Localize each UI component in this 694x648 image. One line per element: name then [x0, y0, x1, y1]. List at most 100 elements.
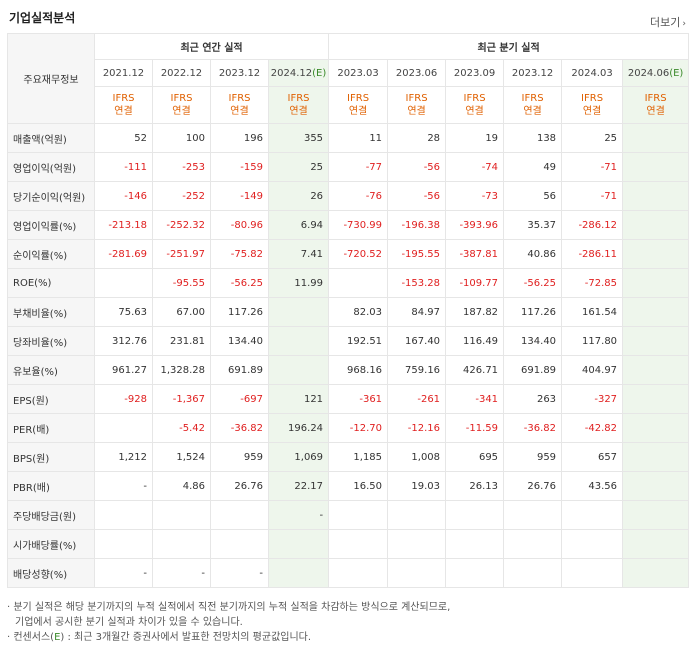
table-cell: -95.55 [152, 268, 211, 298]
table-cell: - [94, 471, 153, 501]
table-cell: 196 [210, 123, 269, 153]
table-cell: 25 [561, 123, 624, 153]
table-cell [94, 500, 153, 530]
period-label: 2021.12 [102, 67, 145, 79]
quarter-group-header: 최근 분기 실적 [328, 33, 690, 60]
consolidated-label: 연결 [348, 106, 368, 117]
table-cell: -11.59 [445, 413, 505, 443]
table-cell: -12.70 [328, 413, 389, 443]
row-label: PER(배) [7, 413, 95, 443]
table-cell: 355 [267, 123, 330, 153]
footnote-1: · 분기 실적은 해당 분기까지의 누적 실적에서 직전 분기까지의 누적 실적… [7, 602, 451, 613]
table-cell: 35.37 [503, 210, 563, 240]
estimate-marker: (E) [312, 67, 327, 79]
ifrs-basis-label: IFRS 연결 [503, 86, 563, 124]
table-cell: -73 [445, 181, 505, 211]
table-row: 영업이익률(%) -213.18 -252.32 -80.96 6.94 -730.99-… [7, 210, 690, 240]
table-cell: 52 [94, 123, 153, 153]
table-cell: -720.52 [328, 239, 389, 269]
table-cell [622, 529, 690, 559]
table-cell: 6.94 [267, 210, 330, 240]
row-label: 부채비율(%) [7, 297, 95, 327]
consolidated-label: 연결 [289, 106, 308, 117]
table-cell: -71 [561, 181, 624, 211]
table-cell: 26.76 [210, 471, 269, 501]
consolidated-label: 연결 [407, 106, 426, 117]
ifrs-basis-label: IFRS 연결 [387, 86, 447, 124]
table-row: 유보율(%) 961.27 1,328.28 691.89 968.16 759.16 42… [7, 355, 690, 385]
table-cell: -1,367 [152, 384, 211, 414]
table-cell [622, 123, 690, 153]
table-cell: 82.03 [328, 297, 389, 327]
table-cell: 84.97 [387, 297, 447, 327]
ifrs-basis-label: IFRS 연결 [328, 86, 389, 124]
table-cell: -77 [328, 152, 389, 182]
period-header: 2023.12 [210, 59, 269, 87]
table-cell [503, 558, 563, 588]
table-cell [267, 355, 330, 385]
ifrs-label: IFRS [112, 93, 135, 104]
table-cell: 19 [445, 123, 505, 153]
table-cell: 26.76 [503, 471, 563, 501]
table-cell [328, 500, 389, 530]
row-label: 당기순이익(억원) [7, 181, 95, 211]
table-cell: 49 [503, 152, 563, 182]
table-row: 순이익률(%) -281.69 -251.97 -75.82 7.41 -720.52 -1… [7, 239, 690, 269]
table-row: 당좌비율(%) 312.76 231.81 134.40 192.51 167.40 116… [7, 326, 690, 356]
chevron-right-icon: › [682, 19, 686, 29]
table-cell [267, 558, 330, 588]
consolidated-label: 연결 [172, 106, 191, 117]
row-label: 영업이익(억원) [7, 152, 95, 182]
table-cell: 959 [210, 442, 269, 472]
table-cell: 691.89 [503, 355, 563, 385]
table-cell: 961.27 [94, 355, 153, 385]
consolidated-label: 연결 [523, 106, 542, 117]
period-label: 2024.03 [571, 67, 613, 79]
table-cell: -76 [328, 181, 389, 211]
ifrs-basis-label: IFRS 연결 [152, 86, 211, 124]
row-label: BPS(원) [7, 442, 95, 472]
table-cell: 192.51 [328, 326, 389, 356]
table-cell: -42.82 [561, 413, 624, 443]
table-cell: 116.49 [445, 326, 505, 356]
table-cell: -928 [94, 384, 153, 414]
table-cell: 959 [503, 442, 563, 472]
table-cell: -341 [445, 384, 505, 414]
table-cell [328, 558, 389, 588]
table-cell [622, 210, 690, 240]
table-cell: 691.89 [210, 355, 269, 385]
table-cell [622, 152, 690, 182]
table-cell [328, 529, 389, 559]
table-cell: -56 [387, 152, 447, 182]
period-label: 2024.12 [270, 67, 313, 79]
table-cell [387, 558, 447, 588]
table-cell [561, 558, 624, 588]
row-label: ROE(%) [7, 268, 95, 298]
table-cell: 4.86 [152, 471, 211, 501]
table-cell: 426.71 [445, 355, 505, 385]
consolidated-label: 연결 [465, 106, 484, 117]
table-cell [503, 500, 563, 530]
table-cell: -109.77 [445, 268, 505, 298]
ifrs-label: IFRS [228, 93, 251, 104]
more-link[interactable]: 더보기 › [650, 14, 686, 30]
table-cell: 7.41 [267, 239, 330, 269]
row-label: 주당배당금(원) [7, 500, 95, 530]
row-label: 당좌비율(%) [7, 326, 95, 356]
table-cell: -213.18 [94, 210, 153, 240]
row-header: 주요재무정보 [7, 33, 95, 124]
period-label: 2023.09 [453, 67, 496, 79]
table-cell: -251.97 [152, 239, 211, 269]
table-cell [210, 500, 269, 530]
table-cell [94, 529, 153, 559]
table-cell: 263 [503, 384, 563, 414]
ifrs-label: IFRS [170, 93, 193, 104]
period-label: 2023.12 [511, 67, 554, 79]
ifrs-label: IFRS [405, 93, 428, 104]
table-row: 당기순이익(억원) -146 -252 -149 26 -76 -56 -73 56 -71 [7, 181, 690, 211]
table-cell: -111 [94, 152, 153, 182]
more-label: 더보기 [650, 16, 681, 29]
table-row: 시가배당률(%) [7, 529, 690, 559]
table-cell [152, 529, 211, 559]
table-cell: 40.86 [503, 239, 563, 269]
